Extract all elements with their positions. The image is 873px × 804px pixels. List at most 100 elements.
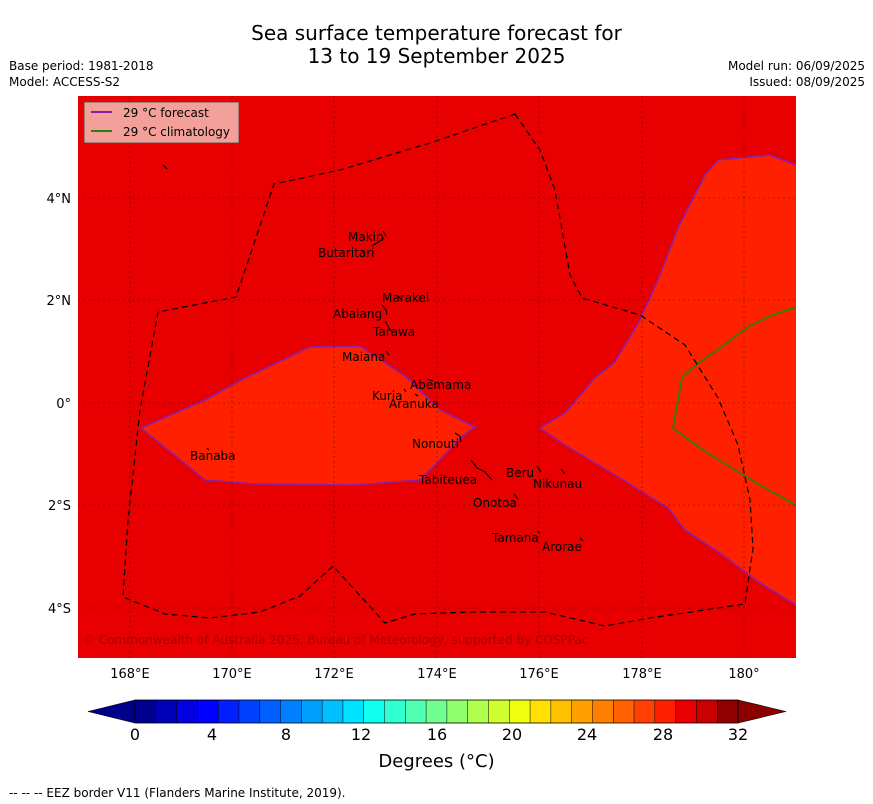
colorbar-segment — [259, 700, 281, 723]
title-line-1: Sea surface temperature forecast for — [251, 21, 622, 45]
island-label-arorae: Arorae — [542, 540, 582, 554]
island-nonouti-shape — [454, 432, 462, 443]
map-title: Sea surface temperature forecast for 13 … — [0, 22, 873, 68]
colorbar-segment — [530, 700, 552, 723]
island-tabiteuea-shape — [470, 459, 493, 481]
colorbar-segment — [467, 700, 489, 723]
colorbar-segment — [155, 700, 177, 723]
colorbar-segment — [301, 700, 323, 723]
colorbar-segment — [696, 700, 718, 723]
eez-border-gilbert — [122, 113, 754, 627]
climatology-contour — [672, 306, 796, 506]
island-marakei-shape — [397, 295, 403, 301]
colorbar-segment — [197, 700, 219, 723]
island-outlines — [206, 230, 584, 542]
lat-tick-2s: 2°S — [48, 499, 71, 514]
lon-tick-176e: 176°E — [519, 667, 559, 682]
island-kuria-shape — [403, 388, 407, 393]
lon-tick-174e: 174°E — [417, 667, 457, 682]
island-label-aranuka: Aranuka — [389, 397, 439, 411]
colorbar-segment — [509, 700, 531, 723]
island-label-marakei: Marakei — [382, 291, 429, 305]
lat-tick-4s: 4°S — [48, 602, 71, 617]
island-label-banaba: Banaba — [190, 449, 236, 463]
colorbar-label-8: 8 — [280, 725, 292, 744]
legend-box — [83, 101, 240, 144]
colorbar-segment — [176, 700, 198, 723]
colorbar — [87, 699, 787, 724]
colorbar-segment — [363, 700, 385, 723]
island-butaritari-shape — [371, 237, 385, 247]
island-banaba-shape — [206, 447, 210, 451]
colorbar-segment — [675, 700, 697, 723]
colorbar-outline — [134, 699, 739, 724]
warm-pool-west — [141, 346, 475, 485]
colorbar-segment — [218, 700, 240, 723]
colorbar-segment — [654, 700, 676, 723]
lon-tick-180: 180° — [728, 667, 759, 682]
colorbar-segment — [571, 700, 593, 723]
title-line-2: 13 to 19 September 2025 — [307, 44, 566, 68]
island-label-makin: Makin — [348, 230, 384, 244]
lat-tick-4n: 4°N — [47, 192, 72, 207]
colorbar-segment — [717, 700, 739, 723]
island-nikunau-shape — [560, 468, 566, 475]
colorbar-segment — [488, 700, 510, 723]
colorbar-segment — [634, 700, 656, 723]
issued-date: Issued: 08/09/2025 — [749, 75, 865, 89]
forecast-contour-east — [538, 154, 796, 606]
island-label-kuria: Kuria — [372, 389, 403, 403]
colorbar-label-4: 4 — [206, 725, 218, 744]
colorbar-segment — [446, 700, 468, 723]
island-beru-shape — [536, 465, 542, 473]
island-label-nikunau: Nikunau — [533, 477, 582, 491]
eez-footnote: -- -- -- EEZ border V11 (Flanders Marine… — [9, 786, 346, 800]
island-label-nonouti: Nonouti — [412, 437, 459, 451]
island-aranuka-shape — [414, 393, 419, 397]
colorbar-label-16: 16 — [426, 725, 448, 744]
lon-tick-labels: 168°E 170°E 172°E 174°E 176°E 178°E 180° — [110, 667, 759, 682]
colorbar-segment — [342, 700, 365, 723]
eez-border-fragment — [162, 164, 168, 170]
warm-pool-east — [540, 155, 796, 605]
colorbar-segment — [135, 700, 157, 723]
legend-climatology-label: 29 °C climatology — [123, 125, 230, 139]
graticule — [78, 96, 796, 658]
colorbar-label-24: 24 — [576, 725, 598, 744]
lat-tick-labels: 4°N 2°N 0° 2°S 4°S — [47, 192, 72, 617]
colorbar-over-arrow — [737, 699, 787, 724]
island-label-butaritari: Butaritari — [318, 246, 375, 260]
island-label-onotoa: Onotoa — [473, 496, 517, 510]
colorbar-title: Degrees (°C) — [378, 751, 495, 772]
island-onotoa-shape — [513, 493, 519, 500]
colorbar-segment — [405, 700, 427, 723]
model-name: Model: ACCESS-S2 — [9, 75, 121, 89]
island-label-abaiang: Abaiang — [333, 307, 382, 321]
forecast-contour-west — [139, 345, 477, 486]
lon-tick-178e: 178°E — [622, 667, 662, 682]
island-label-abemama: Abemama — [410, 378, 471, 392]
lon-tick-172e: 172°E — [314, 667, 354, 682]
colorbar-label-28: 28 — [652, 725, 674, 744]
island-tamana-shape — [536, 530, 541, 534]
island-label-tarawa: Tarawa — [372, 325, 415, 339]
island-arorae-shape — [579, 537, 584, 542]
island-abaiang-shape — [381, 304, 388, 316]
island-label-maiana: Maiana — [342, 350, 385, 364]
map-legend: 29 °C forecast 29 °C climatology — [83, 101, 240, 144]
island-label-beru: Beru — [506, 466, 534, 480]
base-period: Base period: 1981-2018 — [9, 59, 154, 73]
colorbar-label-12: 12 — [350, 725, 372, 744]
lat-tick-0: 0° — [56, 397, 71, 412]
colorbar-segment — [384, 700, 406, 723]
lon-tick-170e: 170°E — [212, 667, 252, 682]
island-abemama-shape — [426, 378, 434, 382]
island-maiana-shape — [385, 350, 390, 356]
meta-left: Base period: 1981-2018 Model: ACCESS-S2 — [9, 58, 154, 90]
colorbar-segment — [238, 700, 261, 723]
colorbar-segment — [592, 700, 614, 723]
island-label-tamana: Tamana — [491, 531, 539, 545]
map-panel: Makin Butaritari Marakei Abaiang Tarawa … — [47, 96, 796, 682]
lon-tick-168e: 168°E — [110, 667, 150, 682]
